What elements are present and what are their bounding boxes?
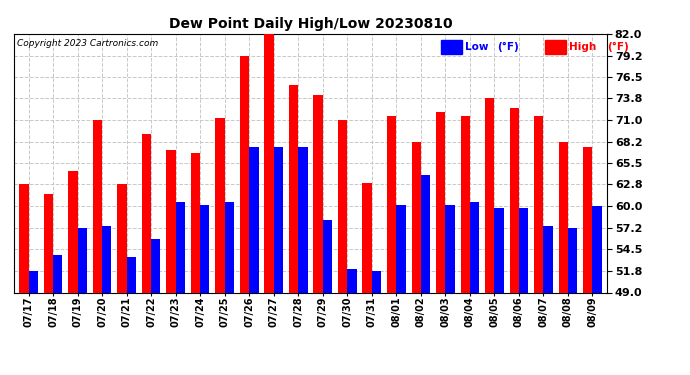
Bar: [28, 270, 38, 292]
Bar: [338, 120, 347, 292]
Bar: [166, 150, 176, 292]
FancyBboxPatch shape: [441, 40, 462, 54]
Bar: [117, 184, 126, 292]
Bar: [347, 269, 357, 292]
Bar: [593, 206, 602, 292]
Bar: [249, 147, 259, 292]
Bar: [43, 195, 53, 292]
Bar: [445, 205, 455, 292]
Bar: [387, 116, 396, 292]
Bar: [495, 208, 504, 292]
Bar: [274, 147, 283, 292]
Bar: [519, 208, 529, 292]
Bar: [544, 226, 553, 292]
Bar: [534, 116, 544, 292]
Bar: [68, 171, 77, 292]
Bar: [396, 205, 406, 292]
Bar: [142, 134, 151, 292]
Title: Dew Point Daily High/Low 20230810: Dew Point Daily High/Low 20230810: [168, 17, 453, 31]
Bar: [559, 142, 568, 292]
Bar: [460, 116, 470, 292]
Bar: [313, 95, 323, 292]
Bar: [215, 118, 225, 292]
Bar: [421, 175, 430, 292]
Bar: [510, 108, 519, 292]
Bar: [470, 202, 479, 292]
Bar: [191, 153, 200, 292]
Bar: [298, 147, 308, 292]
Bar: [436, 112, 445, 292]
Bar: [411, 142, 421, 292]
Text: High: High: [569, 42, 596, 51]
Bar: [264, 34, 274, 292]
Bar: [19, 184, 28, 292]
Bar: [176, 202, 185, 292]
Bar: [225, 202, 234, 292]
Bar: [77, 228, 87, 292]
Text: Copyright 2023 Cartronics.com: Copyright 2023 Cartronics.com: [17, 39, 158, 48]
Bar: [583, 147, 593, 292]
Bar: [92, 120, 102, 292]
Bar: [200, 205, 210, 292]
Bar: [362, 183, 372, 292]
Bar: [289, 85, 298, 292]
Bar: [485, 98, 495, 292]
FancyBboxPatch shape: [545, 40, 566, 54]
Text: (°F): (°F): [607, 42, 629, 52]
Bar: [568, 228, 578, 292]
Text: (°F): (°F): [497, 42, 519, 52]
Text: Low: Low: [465, 42, 489, 51]
Bar: [102, 226, 111, 292]
Bar: [240, 56, 249, 292]
Bar: [151, 239, 161, 292]
Bar: [53, 255, 62, 292]
Bar: [126, 257, 136, 292]
Bar: [323, 220, 332, 292]
Bar: [372, 270, 381, 292]
